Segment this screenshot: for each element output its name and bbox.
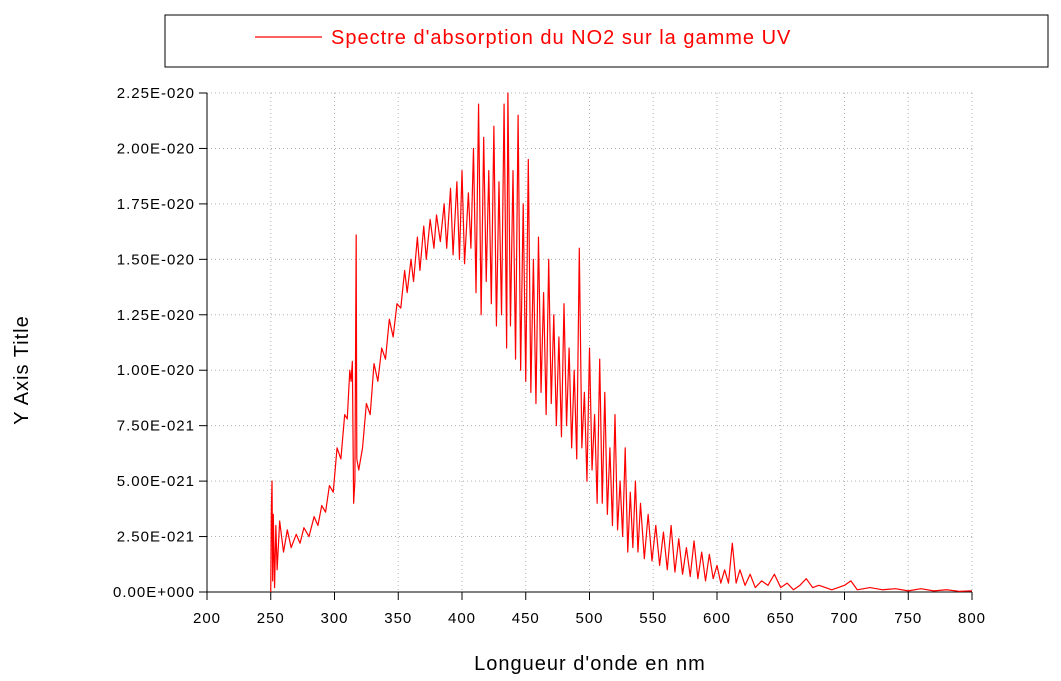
y-tick-label: 1.00E-020: [117, 362, 195, 379]
y-tick-label: 5.00E-021: [117, 473, 195, 490]
y-tick-label: 1.75E-020: [117, 196, 195, 213]
data-line: [270, 92, 973, 593]
y-tick-label: 1.25E-020: [117, 307, 195, 324]
y-axis-title: Y Axis Title: [11, 315, 33, 424]
x-tick-label: 700: [830, 610, 858, 627]
y-tick-label: 7.50E-021: [117, 418, 195, 435]
x-tick-label: 250: [257, 610, 285, 627]
legend-label: Spectre d'absorption du NO2 sur la gamme…: [331, 27, 791, 49]
x-axis-title: Longueur d'onde en nm: [474, 653, 706, 675]
x-tick-label: 450: [512, 610, 540, 627]
y-tick-label: 0.00E+000: [113, 584, 195, 601]
x-tick-label: 400: [448, 610, 476, 627]
x-tick-label: 650: [767, 610, 795, 627]
x-tick-label: 600: [703, 610, 731, 627]
x-tick-label: 500: [575, 610, 603, 627]
x-tick-label: 350: [384, 610, 412, 627]
x-tick-label: 300: [320, 610, 348, 627]
y-tick-label: 2.00E-020: [117, 140, 195, 157]
x-tick-label: 200: [193, 610, 221, 627]
x-tick-label: 550: [639, 610, 667, 627]
x-tick-label: 750: [894, 610, 922, 627]
y-tick-label: 2.50E-021: [117, 529, 195, 546]
y-tick-label: 1.50E-020: [117, 251, 195, 268]
legend-box: [164, 14, 1049, 68]
y-tick-label: 2.25E-020: [117, 85, 195, 102]
x-tick-label: 800: [958, 610, 986, 627]
